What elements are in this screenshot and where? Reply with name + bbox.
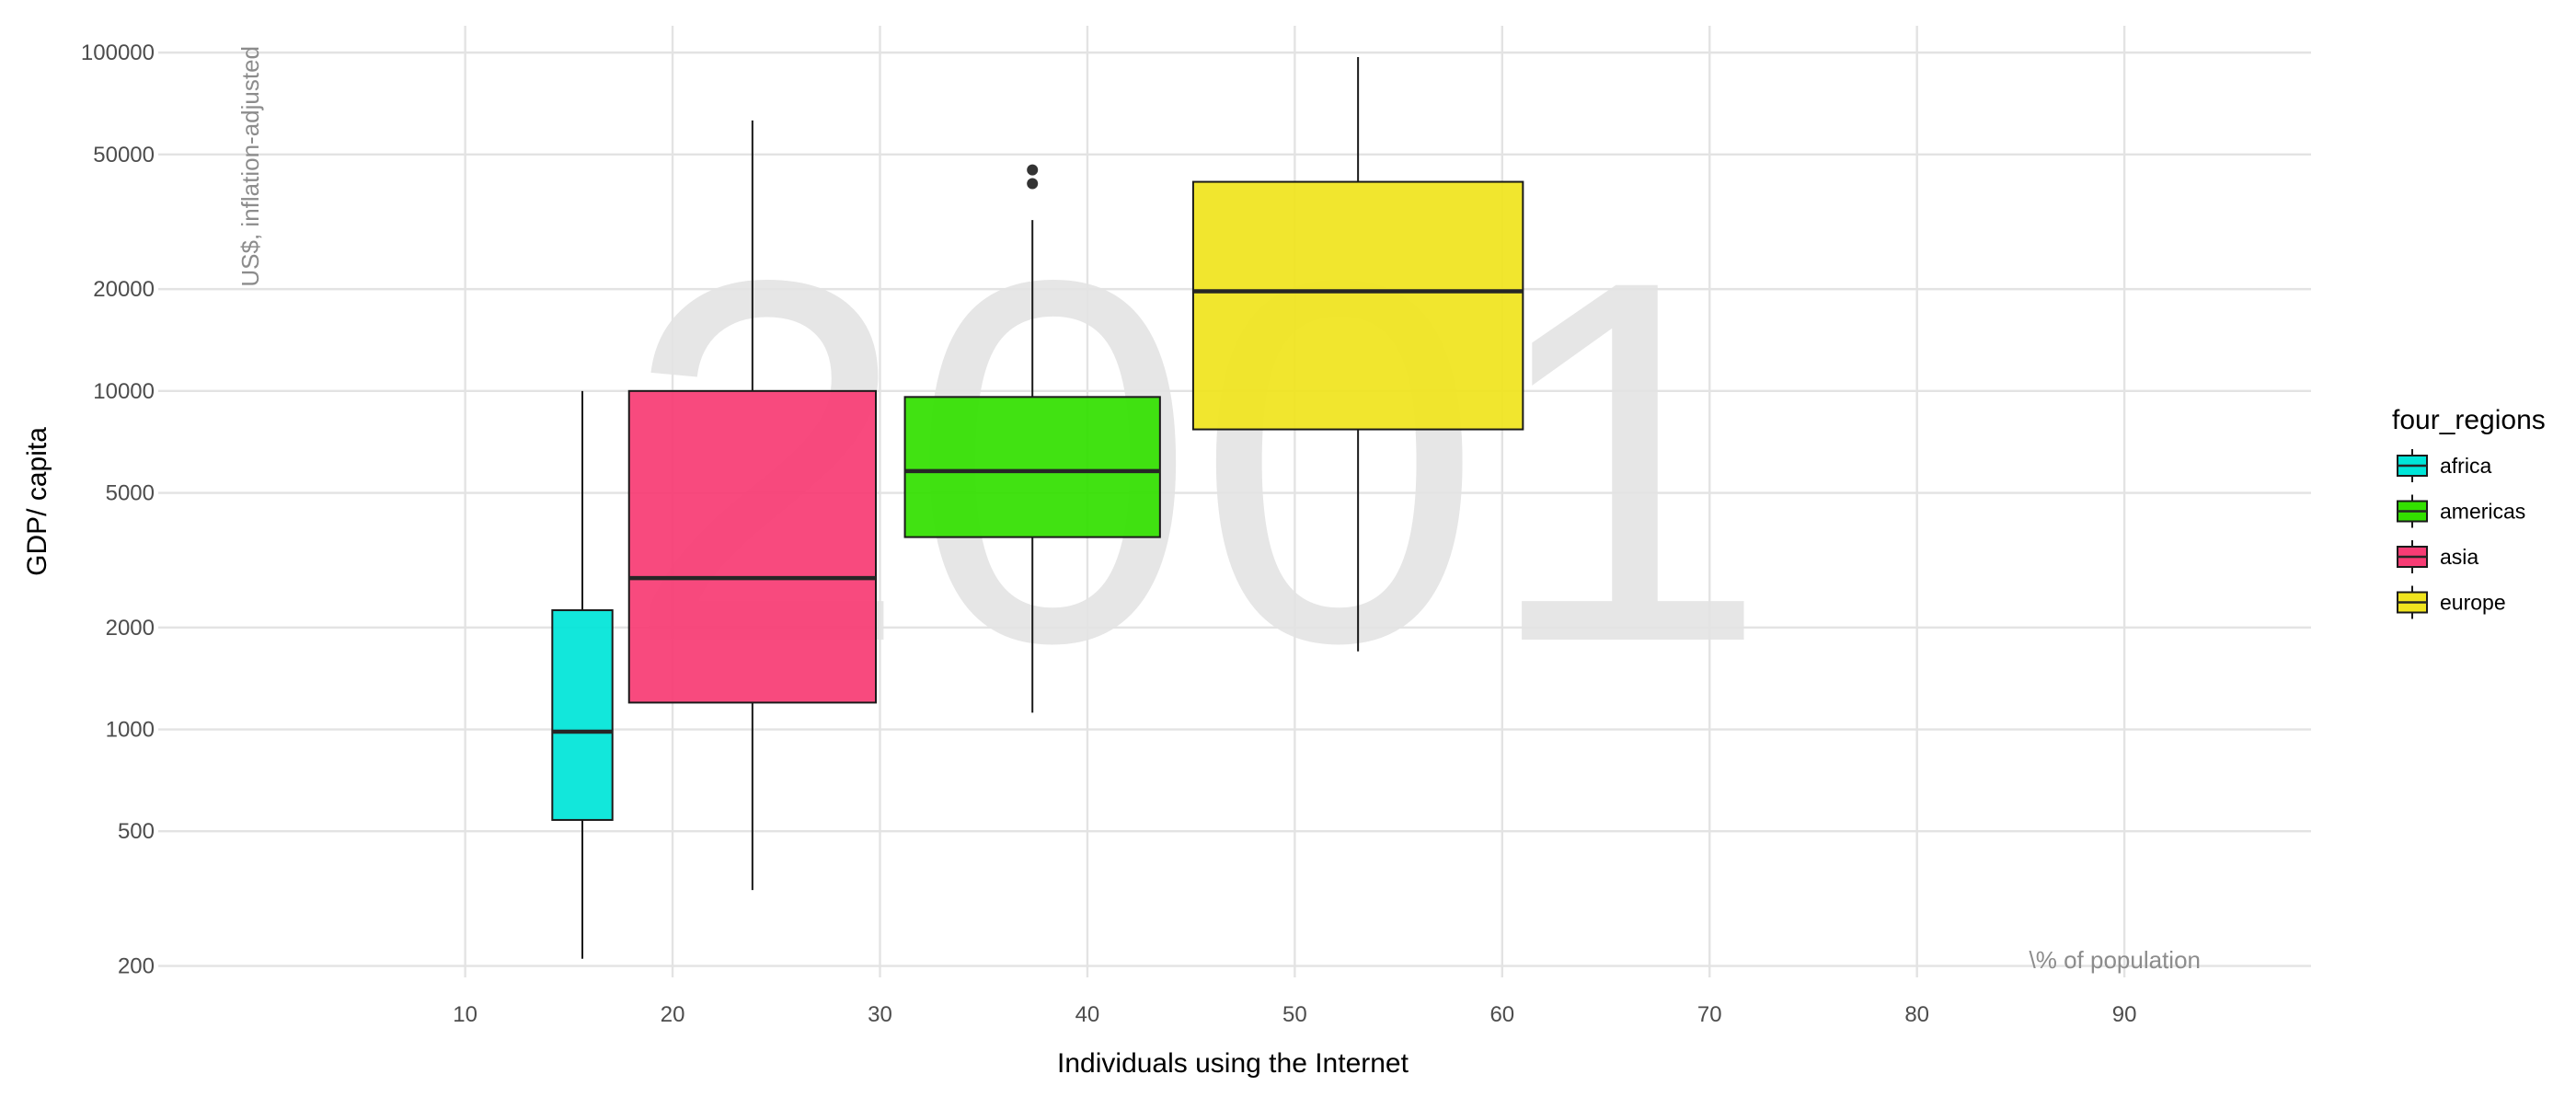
legend-key-asia bbox=[2397, 540, 2428, 573]
box-americas bbox=[903, 164, 1161, 713]
y-tick-label-2000: 2000 bbox=[106, 616, 155, 641]
box-body-asia bbox=[627, 389, 878, 704]
legend-key-europe bbox=[2397, 585, 2428, 619]
legend-key-africa bbox=[2397, 449, 2428, 482]
box-asia bbox=[627, 120, 878, 891]
outlier-point-americas-0 bbox=[1027, 178, 1039, 190]
legend-label-europe: europe bbox=[2440, 591, 2506, 615]
x-tick-label-40: 40 bbox=[1075, 1002, 1100, 1027]
x-tick-label-70: 70 bbox=[1697, 1002, 1722, 1027]
y-tick-label-10000: 10000 bbox=[93, 379, 155, 404]
y-tick-label-5000: 5000 bbox=[106, 481, 155, 506]
y-tick-label-200: 200 bbox=[118, 954, 155, 979]
x-axis-title: Individuals using the Internet bbox=[1057, 1048, 1409, 1079]
y-tick-label-20000: 20000 bbox=[93, 277, 155, 302]
x-tick-label-20: 20 bbox=[661, 1002, 685, 1027]
x-tick-label-60: 60 bbox=[1489, 1002, 1514, 1027]
legend-key-americas bbox=[2397, 494, 2428, 528]
y-tick-label-500: 500 bbox=[118, 819, 155, 844]
x-unit-annotation: \% of population bbox=[2030, 946, 2201, 974]
y-tick-label-1000: 1000 bbox=[106, 718, 155, 743]
legend-label-asia: asia bbox=[2440, 545, 2478, 569]
x-tick-label-50: 50 bbox=[1282, 1002, 1307, 1027]
legend-label-africa: africa bbox=[2440, 454, 2491, 478]
legend-label-americas: americas bbox=[2440, 500, 2525, 524]
y-tick-label-50000: 50000 bbox=[93, 143, 155, 168]
legend-title: four_regions bbox=[2392, 405, 2546, 435]
box-body-europe bbox=[1191, 180, 1524, 431]
x-tick-label-10: 10 bbox=[453, 1002, 477, 1027]
box-europe bbox=[1191, 56, 1524, 652]
y-unit-annotation: US$, inflation-adjusted bbox=[236, 46, 264, 287]
x-tick-label-80: 80 bbox=[1904, 1002, 1929, 1027]
y-axis-title: GDP/ capita bbox=[22, 427, 52, 576]
box-africa bbox=[551, 390, 614, 959]
box-body-africa bbox=[551, 609, 614, 821]
y-tick-label-100000: 100000 bbox=[81, 40, 155, 65]
box-body-americas bbox=[903, 396, 1161, 538]
outlier-point-americas-1 bbox=[1027, 164, 1039, 176]
x-tick-label-90: 90 bbox=[2112, 1002, 2137, 1027]
x-tick-label-30: 30 bbox=[868, 1002, 892, 1027]
